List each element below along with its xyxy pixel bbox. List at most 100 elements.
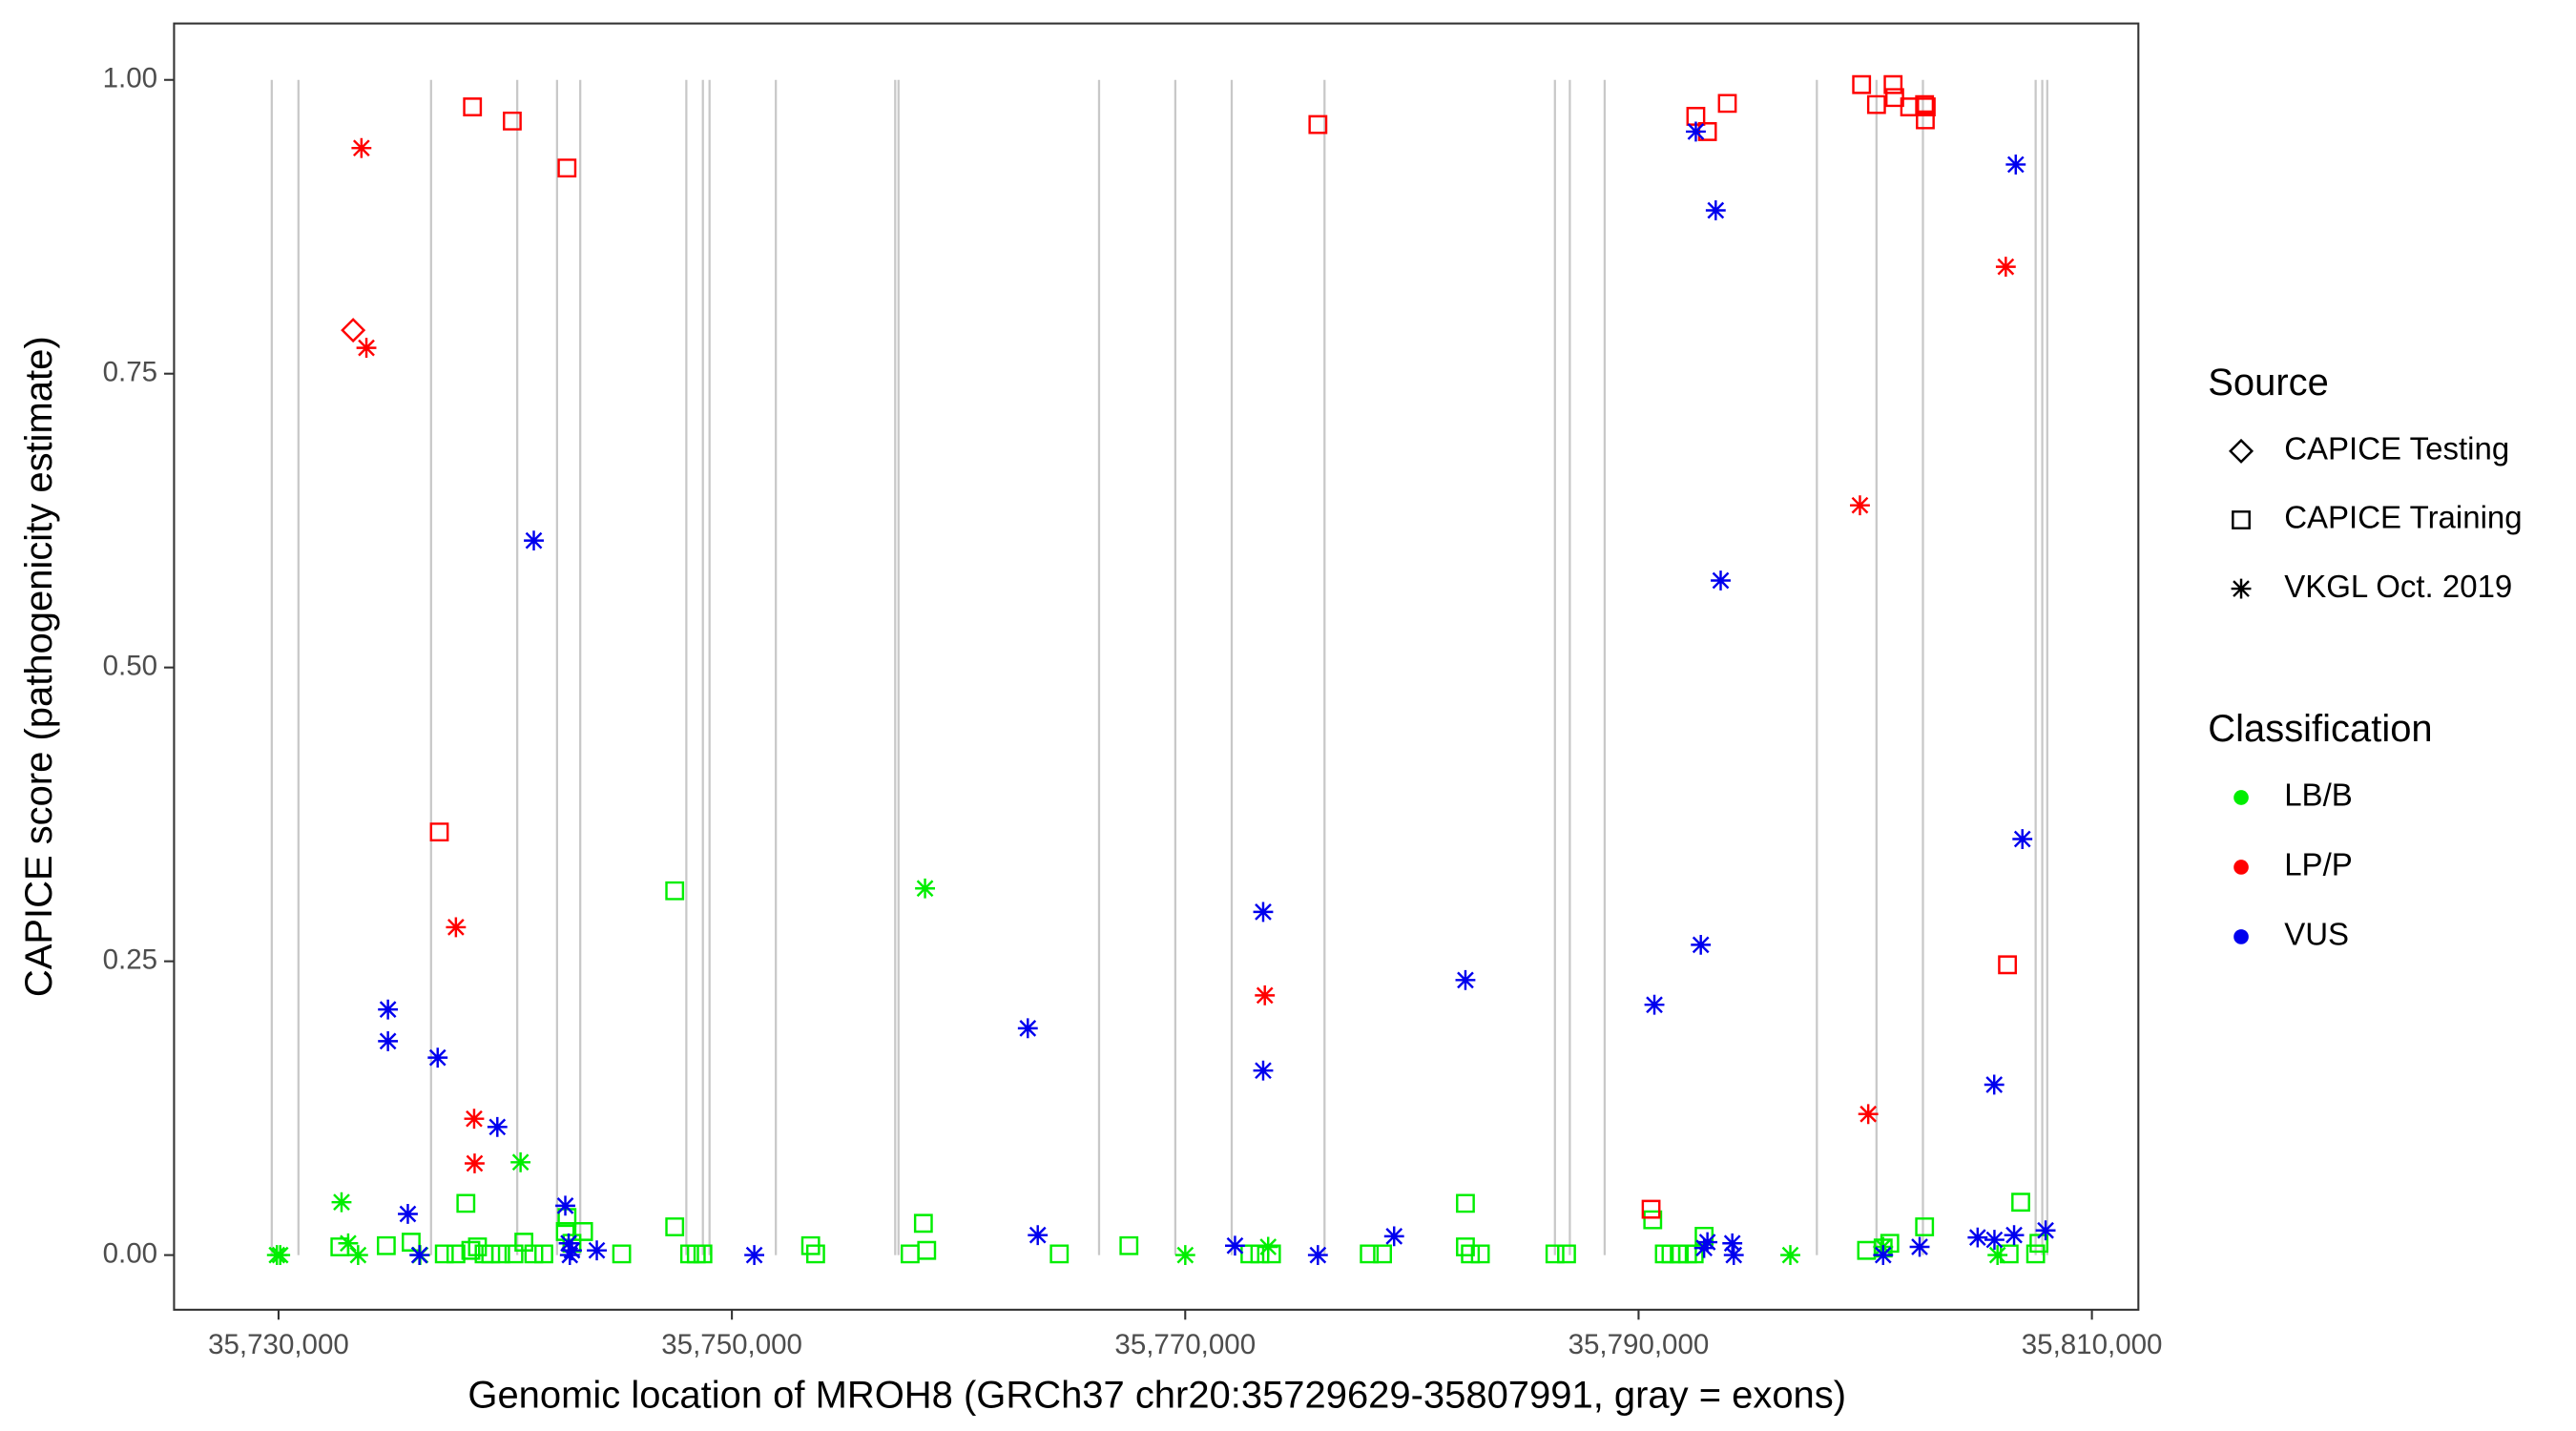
data-point	[347, 1245, 368, 1266]
data-point	[1999, 1244, 2019, 1264]
data-point	[558, 1233, 579, 1254]
data-point	[467, 1237, 488, 1256]
data-point	[487, 1116, 508, 1137]
y-tick-label: 0.50	[103, 650, 157, 681]
data-point	[510, 1151, 531, 1172]
data-point	[1915, 1217, 1935, 1236]
data-point	[1470, 1244, 1490, 1264]
data-point	[429, 822, 449, 842]
data-point	[503, 111, 522, 131]
legend-symbol	[2231, 578, 2252, 599]
data-point	[1998, 955, 2018, 975]
data-point	[557, 158, 577, 178]
data-point	[338, 1233, 359, 1254]
data-point	[1049, 1244, 1070, 1264]
data-point	[378, 1030, 399, 1051]
data-point	[398, 1204, 418, 1224]
legend-symbol	[2233, 790, 2249, 805]
data-point	[341, 318, 366, 343]
data-point	[913, 1213, 933, 1234]
data-point	[465, 1153, 485, 1173]
data-point	[612, 1244, 632, 1264]
data-point	[915, 878, 935, 899]
data-point	[1697, 1232, 1718, 1253]
data-point	[2025, 1244, 2046, 1264]
data-point	[331, 1192, 352, 1213]
x-tick-label: 35,730,000	[208, 1329, 349, 1360]
legend-label: CAPICE Training	[2284, 500, 2522, 535]
data-point	[378, 999, 399, 1020]
data-point	[1028, 1225, 1049, 1246]
data-point	[1017, 1018, 1038, 1039]
legend-label: LB/B	[2284, 778, 2353, 813]
y-tick-label: 0.25	[103, 944, 157, 975]
data-point	[1705, 200, 1726, 220]
y-tick-label: 1.00	[103, 63, 157, 94]
data-point	[1261, 1244, 1281, 1264]
data-point	[427, 1047, 448, 1068]
data-point	[463, 97, 483, 116]
data-point	[665, 881, 685, 901]
legend-symbol	[2232, 510, 2251, 529]
data-point	[1852, 74, 1872, 94]
data-point	[1643, 1210, 1663, 1230]
data-point	[800, 1235, 821, 1255]
data-point	[409, 1245, 430, 1266]
data-point	[587, 1240, 607, 1261]
x-tick-label: 35,770,000	[1114, 1329, 1256, 1360]
data-point	[514, 1233, 533, 1252]
data-point	[351, 137, 372, 158]
data-point	[376, 1235, 396, 1255]
data-point	[901, 1244, 920, 1264]
y-axis-label: CAPICE score (pathogenicity estimate)	[18, 336, 60, 997]
data-point	[573, 1222, 593, 1241]
data-point	[1984, 1074, 2005, 1095]
data-point	[1873, 1245, 1894, 1266]
data-point	[1693, 1237, 1714, 1258]
y-tick-label: 0.75	[103, 357, 157, 388]
data-point	[446, 1244, 466, 1264]
data-point	[1722, 1233, 1743, 1254]
data-point	[2011, 1192, 2030, 1213]
data-point	[2004, 1225, 2025, 1246]
data-point	[1858, 1104, 1879, 1125]
legend-symbol	[2233, 860, 2249, 875]
data-point	[1909, 1236, 1930, 1257]
data-point	[1995, 257, 2016, 278]
y-tick-label: 0.00	[103, 1237, 157, 1269]
data-point	[464, 1109, 485, 1130]
data-point	[1641, 1199, 1661, 1219]
legend-title: Classification	[2208, 708, 2432, 750]
data-point	[665, 1217, 685, 1236]
data-point	[456, 1193, 476, 1213]
data-point	[1885, 88, 1904, 108]
data-point	[1644, 994, 1665, 1015]
x-tick-label: 35,810,000	[2022, 1329, 2163, 1360]
data-point	[1456, 1193, 1475, 1213]
data-point	[1686, 107, 1706, 126]
x-tick-label: 35,750,000	[661, 1329, 802, 1360]
data-point	[1723, 1245, 1744, 1266]
data-point	[1253, 1060, 1274, 1081]
data-point	[1916, 110, 1935, 130]
data-point	[1308, 114, 1328, 135]
data-point	[1174, 1245, 1195, 1266]
legend-label: VKGL Oct. 2019	[2284, 569, 2512, 604]
data-point	[1873, 1238, 1893, 1258]
data-point	[1307, 1245, 1328, 1266]
data-point	[524, 530, 544, 551]
data-point	[1119, 1235, 1139, 1255]
data-point	[2005, 155, 2026, 175]
data-point	[1557, 1244, 1576, 1264]
data-point	[1455, 969, 1476, 990]
data-point	[559, 1245, 580, 1266]
data-point	[1686, 121, 1706, 142]
data-point	[1253, 902, 1274, 923]
legend-label: CAPICE Testing	[2284, 431, 2509, 467]
legend-symbol	[2229, 438, 2254, 464]
data-point	[744, 1245, 765, 1266]
data-point	[461, 1240, 481, 1260]
data-point	[1857, 1240, 1877, 1260]
data-point	[1257, 1236, 1278, 1257]
